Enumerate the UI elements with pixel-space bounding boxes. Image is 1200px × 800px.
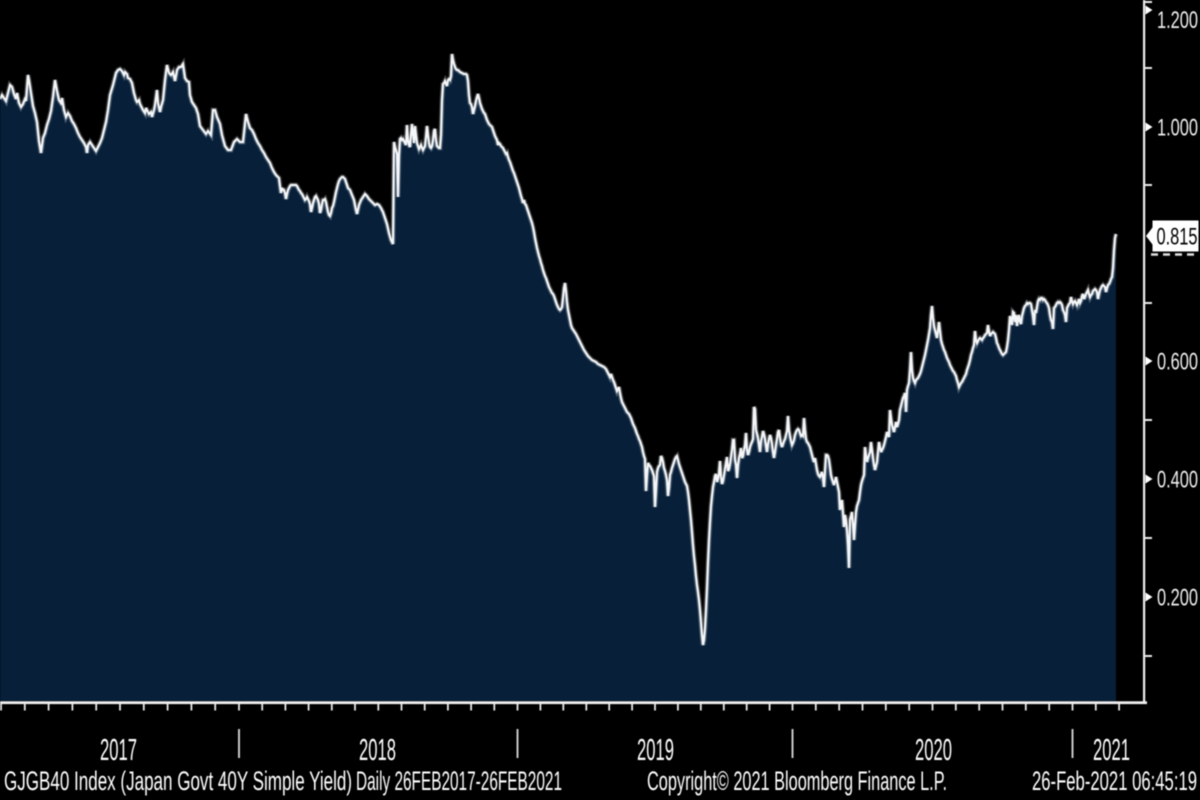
svg-text:2019: 2019 [637, 732, 674, 767]
svg-text:2017: 2017 [100, 732, 137, 767]
svg-text:26-Feb-2021 06:45:19: 26-Feb-2021 06:45:19 [1032, 766, 1197, 796]
svg-text:2021: 2021 [1093, 732, 1130, 767]
svg-text:1.200: 1.200 [1157, 7, 1198, 34]
svg-text:0.815: 0.815 [1157, 224, 1198, 251]
svg-text:2018: 2018 [359, 732, 396, 767]
svg-text:Copyright© 2021 Bloomberg Fina: Copyright© 2021 Bloomberg Finance L.P. [647, 766, 947, 796]
svg-text:2020: 2020 [915, 732, 952, 767]
svg-text:0.400: 0.400 [1157, 467, 1198, 494]
svg-text:Daily 26FEB2017-26FEB2021: Daily 26FEB2017-26FEB2021 [356, 766, 562, 796]
svg-text:0.200: 0.200 [1157, 585, 1198, 612]
svg-text:1.000: 1.000 [1157, 115, 1198, 142]
svg-text:0.600: 0.600 [1157, 349, 1198, 376]
svg-text:GJGB40 Index (Japan Govt 40Y S: GJGB40 Index (Japan Govt 40Y Simple Yiel… [4, 766, 352, 796]
